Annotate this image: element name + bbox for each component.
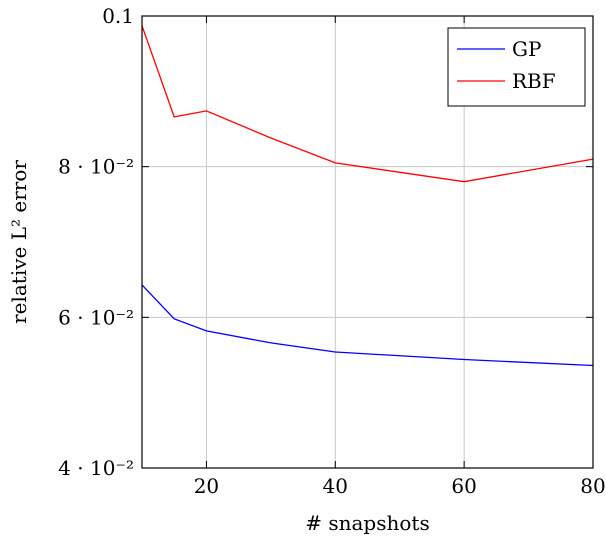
y-tick-label: 8 · 10⁻² [58,155,134,179]
y-axis-title: relative L² error [7,160,31,324]
legend: GP RBF [447,27,586,107]
series-line-rbf [141,25,594,183]
ticks: 20 40 60 80 4 · 10⁻² 6 · 10⁻² 8 · 10⁻² 0.1 [58,4,606,498]
plot-frame [141,15,594,469]
legend-label: RBF [512,69,556,93]
x-tick-label: 60 [451,474,476,498]
legend-box [447,27,586,107]
series-line-gp [141,284,594,367]
y-tick-label: 4 · 10⁻² [58,456,134,480]
x-tick-label: 20 [194,474,219,498]
series-layer [141,25,594,367]
axis-labels: # snapshots relative L² error [7,160,430,535]
y-tick-label: 6 · 10⁻² [58,305,134,329]
x-tick-label: 40 [323,474,348,498]
y-tick-label: 0.1 [102,4,134,28]
legend-label: GP [512,37,541,61]
x-axis-title: # snapshots [305,511,429,535]
x-tick-label: 80 [580,474,605,498]
